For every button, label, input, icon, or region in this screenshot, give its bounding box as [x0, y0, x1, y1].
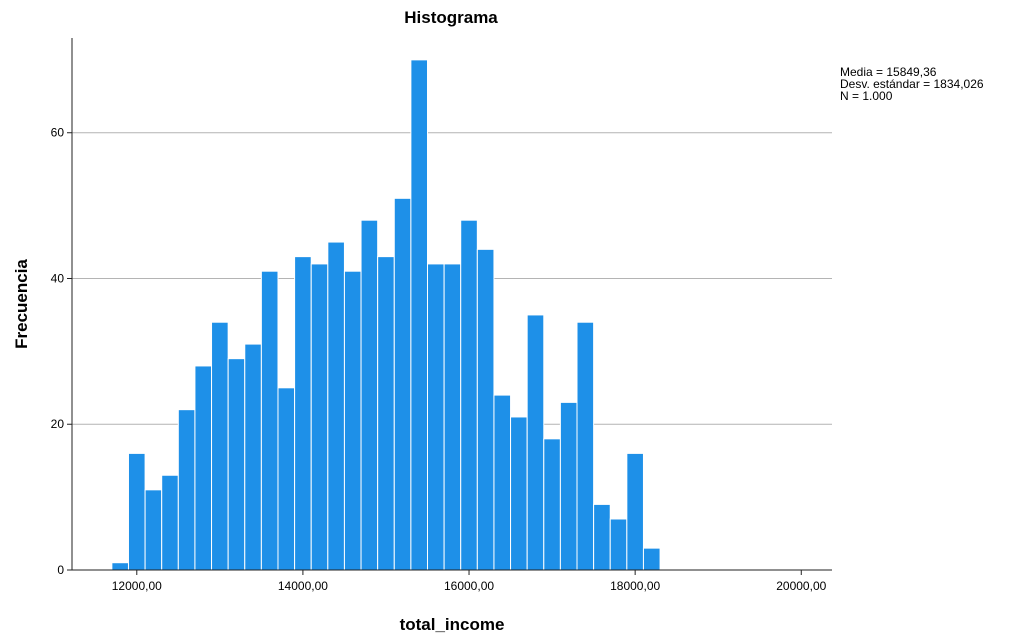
histogram-bar [310, 263, 329, 571]
y-tick-label: 60 [51, 126, 65, 140]
histogram-bar [244, 343, 262, 571]
histogram-bar [493, 394, 512, 571]
histogram-bar [260, 270, 279, 571]
histogram-bar [510, 416, 528, 571]
y-tick-label: 40 [51, 271, 65, 285]
histogram-bar [426, 263, 445, 571]
histogram-bar [377, 256, 395, 571]
histogram-bar [642, 547, 661, 571]
histogram-bar [609, 518, 628, 571]
histogram-bar [227, 358, 246, 571]
histogram-bar [194, 365, 213, 571]
histogram-bar [127, 452, 146, 571]
histogram-bar [460, 219, 478, 571]
stats-n: N = 1.000 [840, 89, 893, 103]
bars [111, 59, 661, 571]
histogram-bar [576, 321, 595, 571]
histogram-bar [593, 503, 611, 571]
histogram-bar [327, 241, 345, 571]
stats-mean: Media = 15849,36 [840, 65, 937, 79]
stats-stddev: Desv. estándar = 1834,026 [840, 77, 984, 91]
x-tick-label: 16000,00 [444, 579, 494, 593]
histogram-bar [360, 219, 379, 571]
x-axis-ticks: 12000,00 14000,00 16000,00 18000,00 20000,00 [112, 570, 827, 593]
y-tick-label: 0 [57, 563, 64, 577]
y-tick-label: 20 [51, 417, 65, 431]
histogram-bar [393, 197, 412, 571]
histogram-bar [111, 562, 129, 571]
histogram-bar [144, 489, 163, 571]
histogram-bar [294, 256, 312, 571]
y-axis-ticks: 0 20 40 60 [51, 126, 72, 577]
chart-title: Histograma [404, 8, 498, 27]
histogram-bar [410, 59, 428, 571]
histogram-bar [559, 401, 578, 571]
y-axis-title: Frecuencia [12, 259, 31, 349]
histogram-bar [177, 409, 196, 571]
histogram-bar [161, 474, 179, 571]
x-tick-label: 14000,00 [278, 579, 328, 593]
stats-box: Media = 15849,36 Desv. estándar = 1834,0… [840, 65, 984, 103]
histogram-bar [277, 387, 296, 571]
histogram-bar [211, 321, 229, 571]
x-axis-title: total_income [400, 615, 505, 634]
histogram-bar [476, 248, 495, 571]
histogram-bar [626, 452, 644, 571]
histogram-bar [343, 270, 362, 571]
x-tick-label: 12000,00 [112, 579, 162, 593]
x-tick-label: 20000,00 [776, 579, 826, 593]
x-tick-label: 18000,00 [610, 579, 660, 593]
histogram-bar [526, 314, 545, 571]
histogram-bar [443, 263, 462, 571]
histogram-bar [543, 438, 561, 571]
